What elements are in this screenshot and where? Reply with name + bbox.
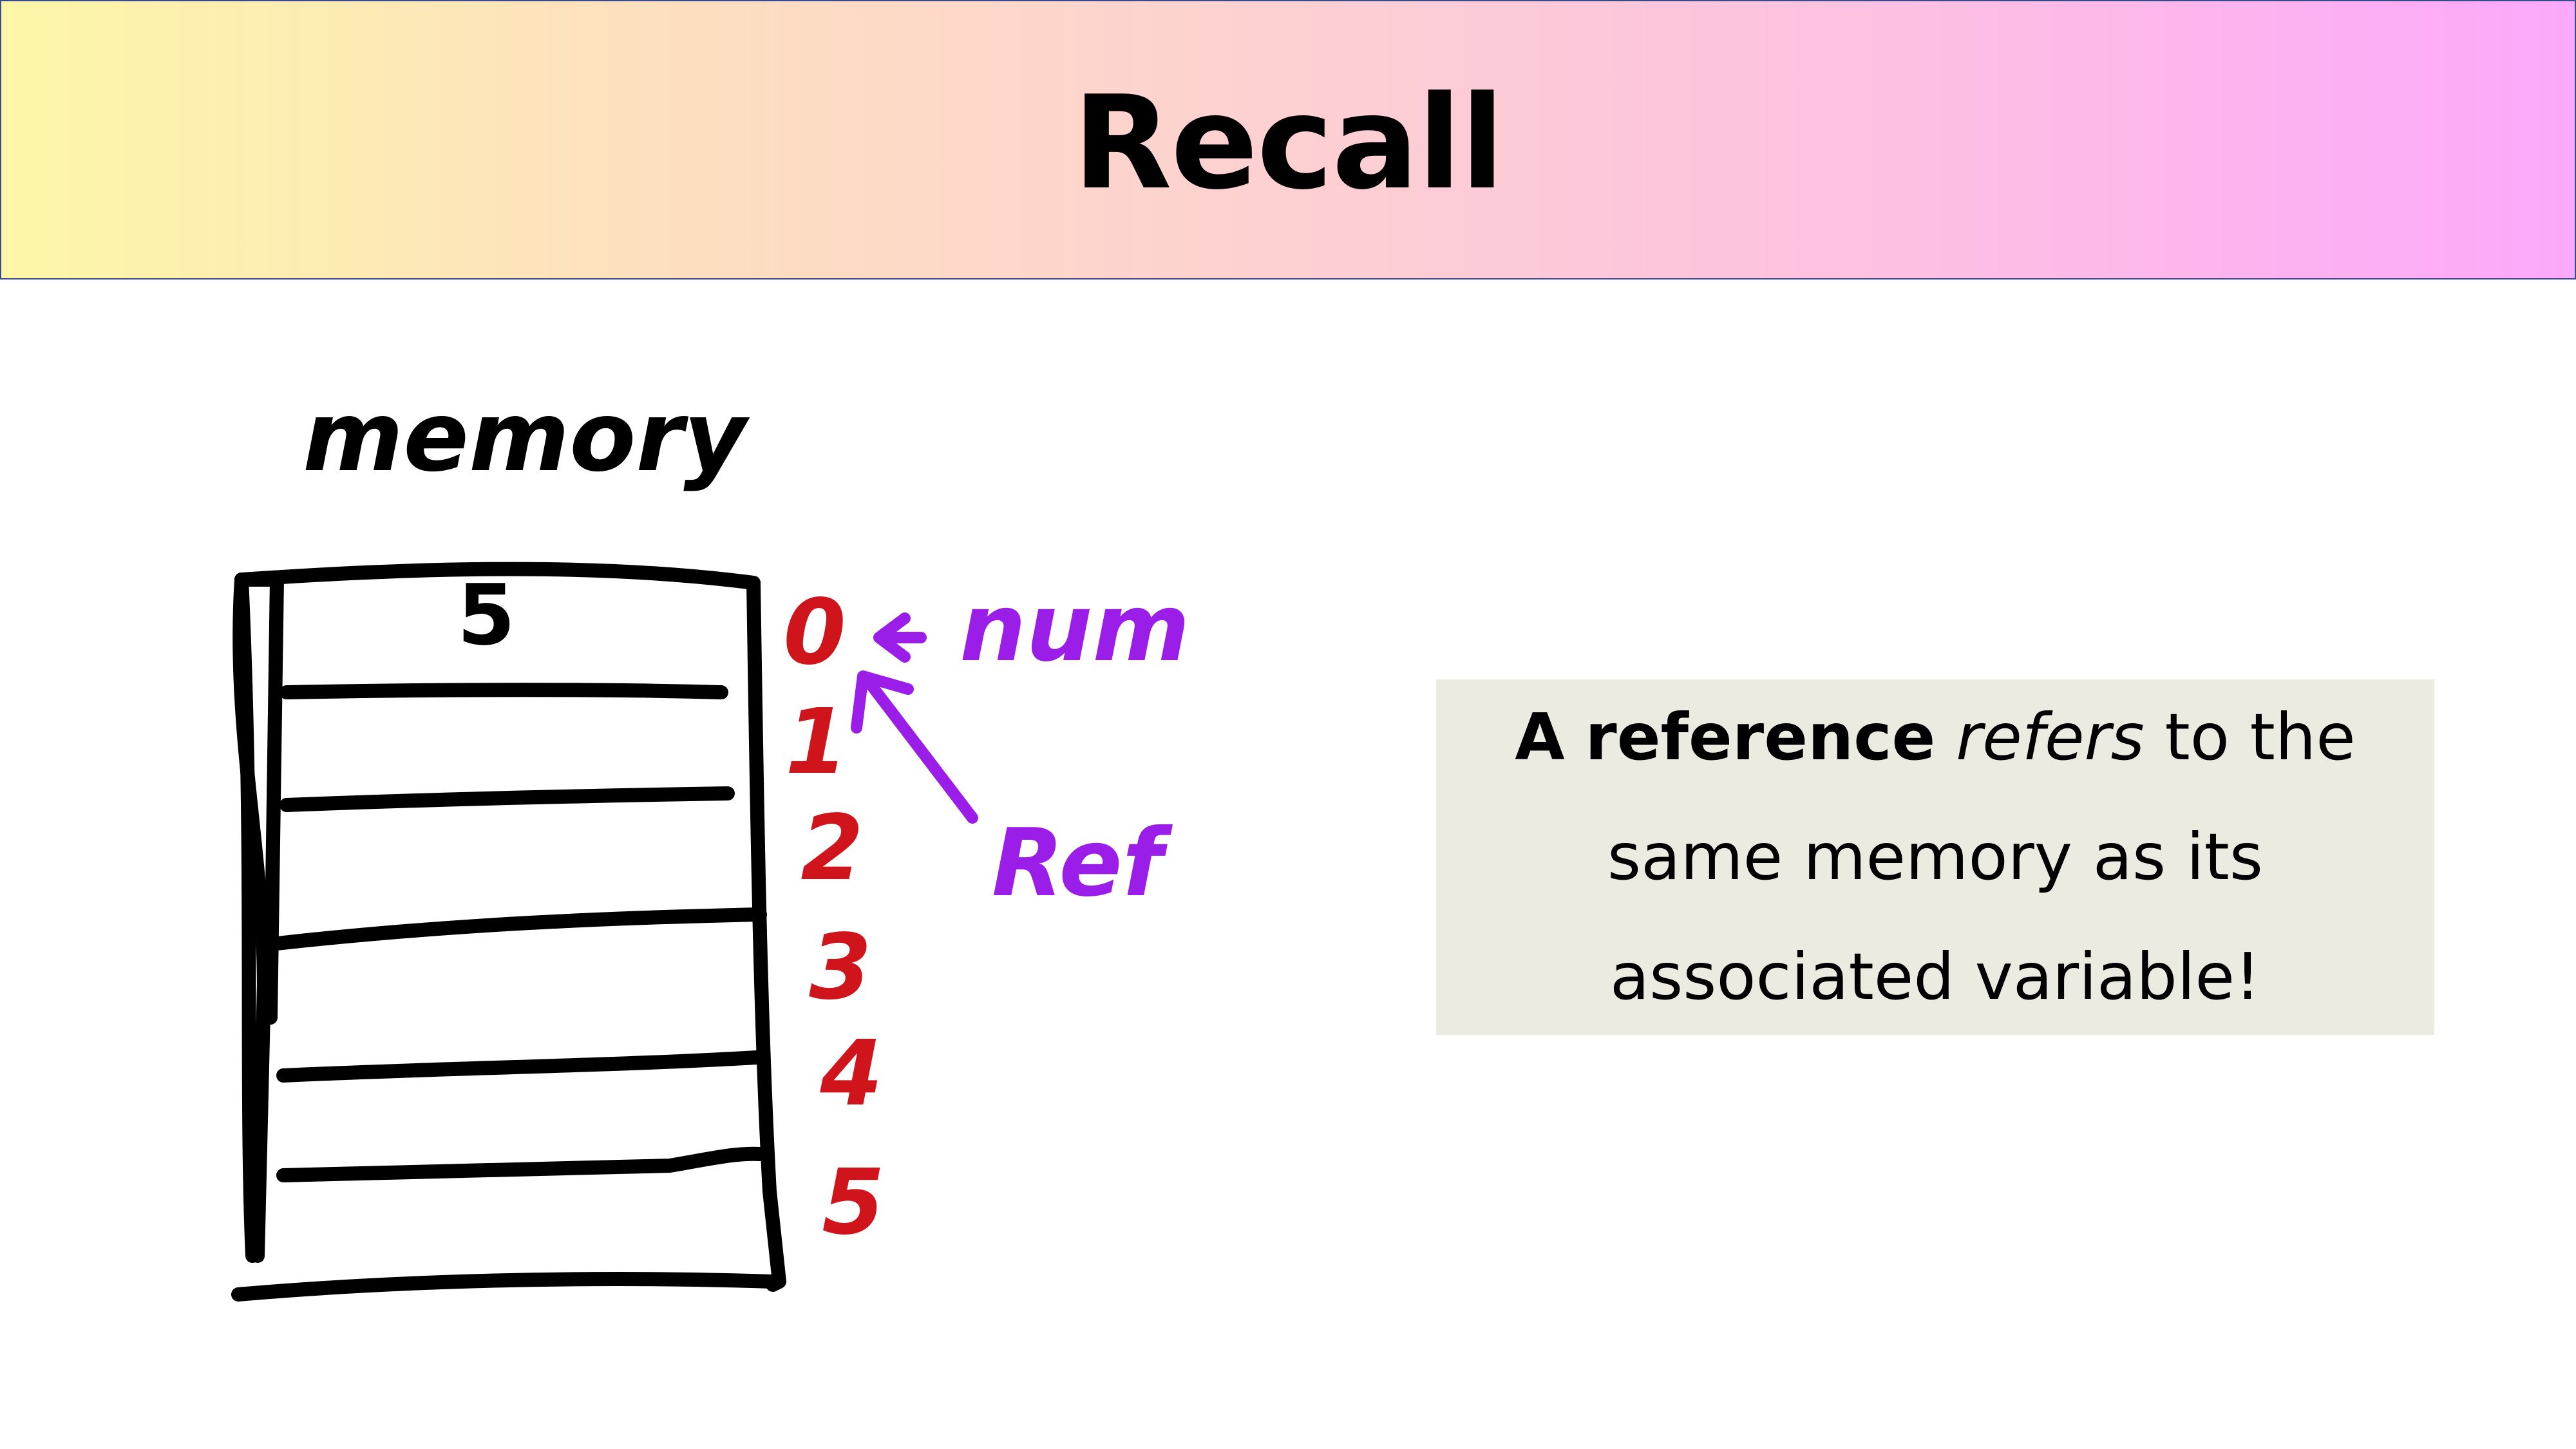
slot-divider-2 xyxy=(279,786,735,812)
slot-divider-4 xyxy=(276,1050,764,1083)
address-0: 0 xyxy=(783,580,846,685)
definition-text: A reference refers to the same memory as… xyxy=(1452,677,2418,1037)
memory-stack xyxy=(231,562,786,1302)
definition-article: A xyxy=(1515,699,1565,775)
definition-callout: A reference refers to the same memory as… xyxy=(1436,679,2434,1035)
address-2: 2 xyxy=(800,796,863,901)
address-5: 5 xyxy=(822,1150,884,1255)
slot-divider-1 xyxy=(279,683,728,699)
stack-bottom-edge xyxy=(231,1272,780,1302)
stack-outer-edge xyxy=(232,573,271,1263)
address-1: 1 xyxy=(785,690,848,795)
num-arrow-head xyxy=(873,612,911,663)
slot-divider-5 xyxy=(276,1146,767,1182)
ref-pointer xyxy=(851,670,978,824)
memory-label: memory xyxy=(303,381,750,493)
title-banner: Recall xyxy=(0,0,2576,279)
variable-label: num xyxy=(960,574,1190,683)
stack-top-edge xyxy=(234,562,761,590)
address-4: 4 xyxy=(819,1021,882,1126)
definition-rest: to the same memory as its associated var… xyxy=(1607,699,2356,1014)
slide-title: Recall xyxy=(1072,68,1504,218)
slot-divider-3 xyxy=(270,907,767,951)
address-labels: 0 1 2 3 4 5 xyxy=(783,580,884,1255)
stored-value: 5 xyxy=(457,566,515,664)
reference-label: Ref xyxy=(992,809,1173,918)
memory-diagram: memory 5 0 1 2 3 4 5 xyxy=(0,277,1288,1449)
address-3: 3 xyxy=(809,915,871,1020)
stack-right-wall xyxy=(746,576,786,1292)
memory-diagram-svg: memory 5 0 1 2 3 4 5 xyxy=(231,381,1190,1302)
ref-arrow-shaft xyxy=(864,677,978,824)
num-pointer xyxy=(873,612,927,663)
definition-verb: refers xyxy=(1956,699,2145,775)
definition-term: reference xyxy=(1585,699,1936,775)
ref-arrow-head xyxy=(851,670,914,734)
